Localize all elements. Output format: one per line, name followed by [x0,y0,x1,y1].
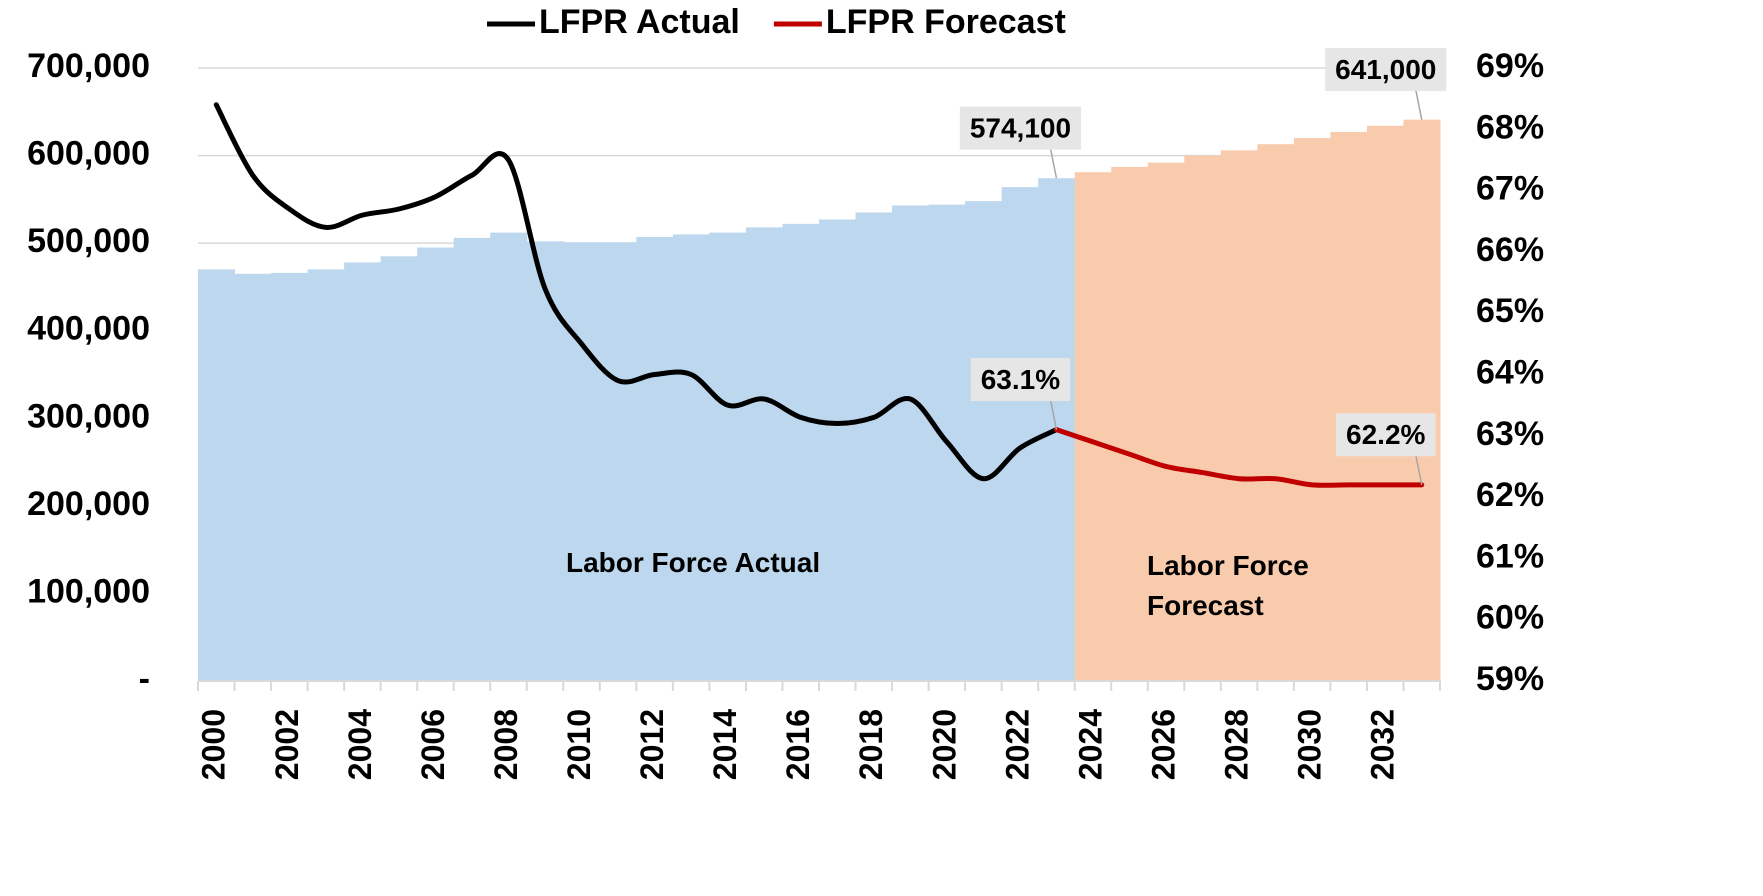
x-tick-label: 2006 [415,709,451,780]
y2-tick-label: 64% [1476,353,1544,391]
x-tick-label: 2018 [853,709,889,780]
x-tick-label: 2016 [780,709,816,780]
bar [1220,150,1258,681]
x-tick-label: 2002 [269,709,305,780]
y2-tick-label: 63% [1476,415,1544,453]
data-label-box [1325,48,1447,92]
data-label-box [1336,413,1436,457]
bar [819,219,857,681]
bar [526,241,564,682]
line [213,102,1059,482]
bar [271,272,309,681]
series-label: Labor Force Forecast [1147,550,1309,621]
bar [599,242,637,681]
bar [1366,125,1404,682]
line [1053,427,1425,488]
x-tick-label: 2000 [196,709,232,780]
bar [563,242,601,681]
x-tick-label: 2024 [1072,709,1108,780]
data-label: 63.1% [981,364,1060,395]
leader-line [1049,148,1058,179]
y-tick-label: - [139,660,150,698]
x-tick-label: 2030 [1292,709,1328,780]
y2-tick-label: 61% [1476,537,1544,575]
data-label-box [970,358,1071,402]
bar [709,232,747,682]
y-tick-label: 300,000 [27,397,150,435]
bar [782,223,820,681]
x-tick-label: 2026 [1145,709,1181,780]
bar [234,273,272,681]
y2-tick-label: 69% [1476,47,1544,85]
x-tick-label: 2008 [488,709,524,780]
bar [417,247,455,681]
bar [490,232,528,682]
data-label: 641,000 [1335,54,1436,85]
bar [892,205,930,682]
y-tick-label: 200,000 [27,485,150,523]
data-label: 574,100 [970,113,1071,144]
y2-tick-label: 68% [1476,108,1544,146]
bar [380,256,418,681]
y2-tick-label: 60% [1476,599,1544,637]
bar [198,269,236,681]
bar [965,201,1003,681]
leader-line [1414,89,1423,120]
y-tick-label: 400,000 [27,310,150,348]
bar [1330,131,1368,682]
bar [1293,138,1331,682]
series-label: Labor Force Actual [566,547,821,578]
x-tick-label: 2010 [561,709,597,780]
bar [1257,144,1295,682]
bar [1001,187,1039,681]
y2-tick-label: 65% [1476,292,1544,330]
bar [307,269,345,681]
y-tick-label: 600,000 [27,135,150,173]
y2-tick-label: 62% [1476,476,1544,514]
x-tick-label: 2012 [634,709,670,780]
bar [1184,155,1222,682]
data-label: 62.2% [1346,419,1425,450]
y2-tick-label: 66% [1476,231,1544,269]
x-tick-label: 2020 [926,709,962,780]
y-tick-label: 100,000 [27,572,150,610]
bar [344,262,382,681]
x-tick-label: 2004 [342,709,378,780]
bar [745,227,783,681]
y-tick-label: 500,000 [27,222,150,260]
bar [672,234,710,681]
bar [636,237,674,681]
x-tick-label: 2032 [1365,709,1401,780]
x-tick-label: 2028 [1219,709,1255,780]
y2-tick-label: 67% [1476,170,1544,208]
bar [1147,162,1185,681]
bar [855,212,893,681]
bar [1074,172,1112,681]
x-tick-label: 2014 [707,709,743,780]
bar [453,237,491,682]
bar [1111,166,1149,682]
legend-label: LFPR Actual [539,3,740,41]
leader-line [1414,454,1423,485]
bar [1403,119,1441,682]
y2-tick-label: 59% [1476,660,1544,698]
x-tick-label: 2022 [999,709,1035,780]
leader-line [1049,399,1058,430]
data-label-box [959,106,1082,150]
y-tick-label: 700,000 [27,47,150,85]
legend-label: LFPR Forecast [826,3,1066,41]
